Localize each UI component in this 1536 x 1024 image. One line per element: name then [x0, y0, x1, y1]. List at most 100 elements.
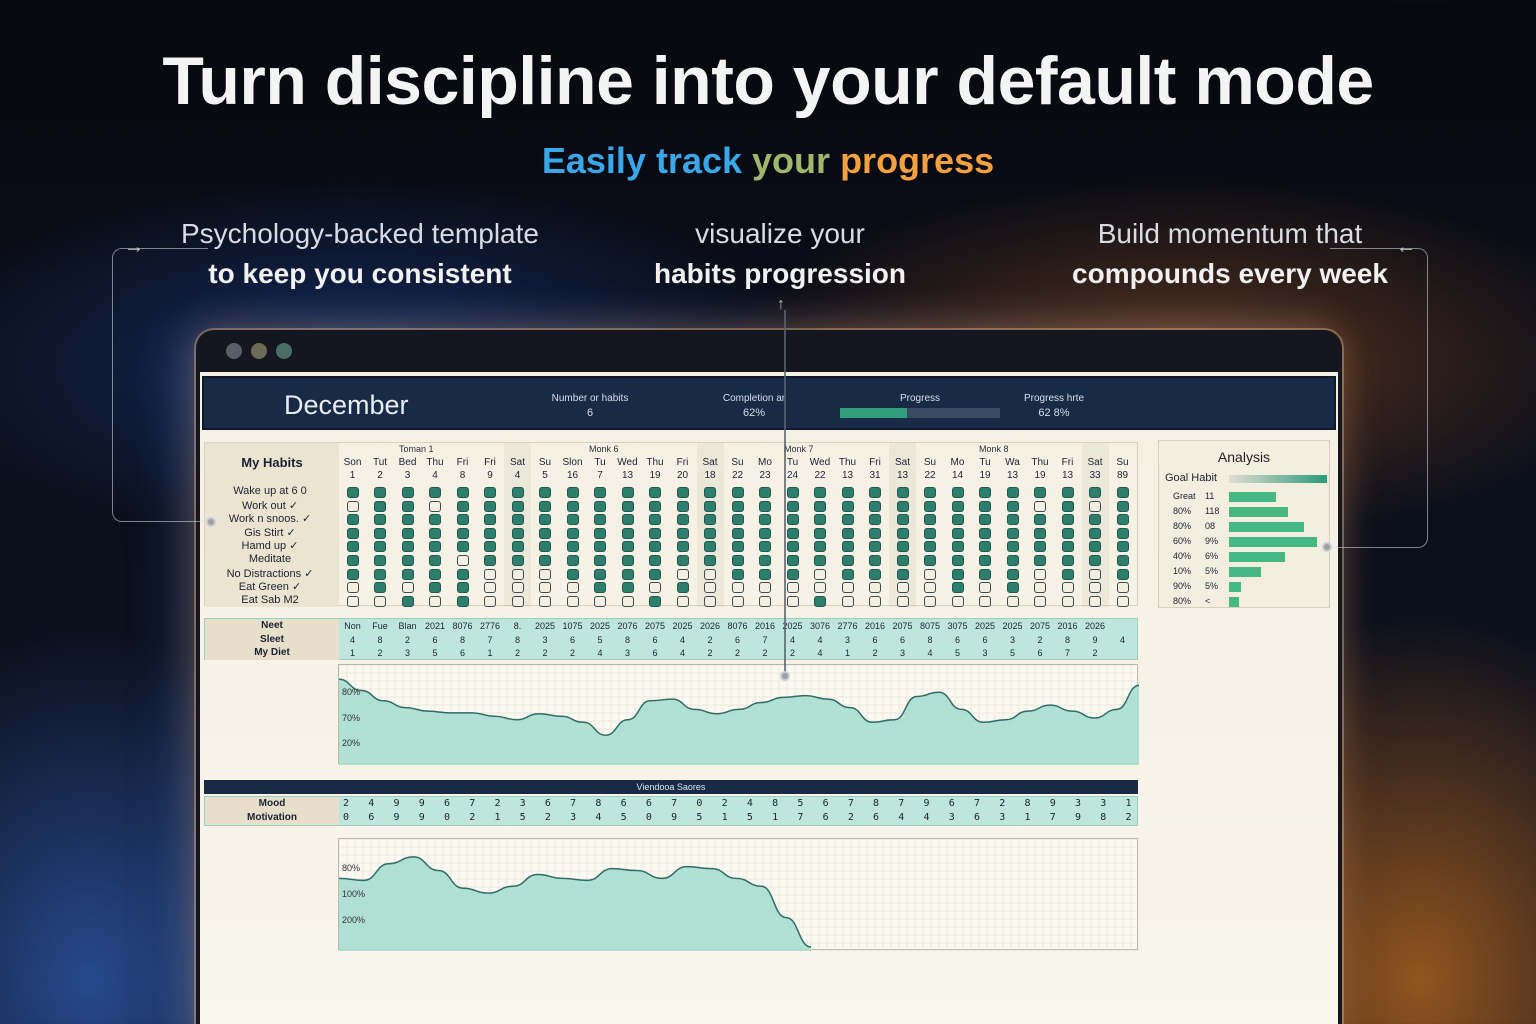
habit-checkbox[interactable] — [621, 500, 634, 512]
habit-checkbox[interactable] — [539, 595, 551, 607]
habit-checkbox[interactable] — [456, 527, 469, 539]
habit-checkbox[interactable] — [869, 541, 881, 553]
habit-checkbox[interactable] — [924, 568, 936, 580]
habit-checkbox[interactable] — [594, 582, 606, 594]
habit-checkbox[interactable] — [484, 487, 496, 498]
habit-checkbox[interactable] — [841, 487, 854, 498]
habit-checkbox[interactable] — [456, 568, 469, 580]
habit-checkbox[interactable] — [594, 487, 606, 498]
habit-checkbox[interactable] — [731, 514, 744, 526]
habit-checkbox[interactable] — [511, 582, 524, 594]
habit-checkbox[interactable] — [1089, 500, 1101, 512]
habit-checkbox[interactable] — [539, 487, 551, 498]
habit-checkbox[interactable] — [374, 500, 386, 512]
habit-checkbox[interactable] — [759, 582, 771, 594]
habit-checkbox[interactable] — [649, 582, 661, 594]
habit-checkbox[interactable] — [676, 527, 689, 539]
habit-checkbox[interactable] — [979, 568, 991, 580]
habit-checkbox[interactable] — [429, 595, 441, 607]
habit-checkbox[interactable] — [484, 527, 496, 539]
habit-checkbox[interactable] — [731, 527, 744, 539]
habit-checkbox[interactable] — [869, 487, 881, 498]
habit-checkbox[interactable] — [1034, 514, 1046, 526]
habit-checkbox[interactable] — [1116, 500, 1129, 512]
habit-checkbox[interactable] — [896, 514, 909, 526]
habit-checkbox[interactable] — [566, 514, 579, 526]
habit-checkbox[interactable] — [869, 527, 881, 539]
habit-checkbox[interactable] — [731, 582, 744, 594]
habit-checkbox[interactable] — [429, 487, 441, 498]
habit-checkbox[interactable] — [1061, 541, 1074, 553]
habit-checkbox[interactable] — [539, 500, 551, 512]
habit-checkbox[interactable] — [786, 595, 799, 607]
habit-checkbox[interactable] — [759, 500, 771, 512]
habit-checkbox[interactable] — [896, 541, 909, 553]
habit-checkbox[interactable] — [841, 555, 854, 566]
habit-checkbox[interactable] — [786, 514, 799, 526]
habit-checkbox[interactable] — [731, 555, 744, 566]
habit-checkbox[interactable] — [484, 514, 496, 526]
habit-checkbox[interactable] — [1116, 527, 1129, 539]
habit-checkbox[interactable] — [731, 595, 744, 607]
habit-checkbox[interactable] — [401, 541, 414, 553]
habit-checkbox[interactable] — [814, 555, 826, 566]
habit-checkbox[interactable] — [649, 487, 661, 498]
habit-checkbox[interactable] — [814, 500, 826, 512]
habit-checkbox[interactable] — [484, 595, 496, 607]
habit-checkbox[interactable] — [539, 527, 551, 539]
habit-checkbox[interactable] — [1061, 555, 1074, 566]
habit-checkbox[interactable] — [1089, 582, 1101, 594]
habit-checkbox[interactable] — [374, 527, 386, 539]
habit-checkbox[interactable] — [1089, 555, 1101, 566]
habit-checkbox[interactable] — [346, 582, 359, 594]
habit-checkbox[interactable] — [346, 541, 359, 553]
habit-checkbox[interactable] — [814, 582, 826, 594]
habit-checkbox[interactable] — [841, 500, 854, 512]
habit-checkbox[interactable] — [1006, 527, 1019, 539]
habit-checkbox[interactable] — [429, 500, 441, 512]
habit-checkbox[interactable] — [1116, 514, 1129, 526]
habit-checkbox[interactable] — [401, 514, 414, 526]
habit-checkbox[interactable] — [429, 568, 441, 580]
habit-checkbox[interactable] — [896, 595, 909, 607]
habit-checkbox[interactable] — [1061, 500, 1074, 512]
habit-checkbox[interactable] — [429, 541, 441, 553]
habit-checkbox[interactable] — [566, 582, 579, 594]
habit-checkbox[interactable] — [346, 527, 359, 539]
habit-checkbox[interactable] — [1034, 527, 1046, 539]
habit-checkbox[interactable] — [704, 541, 716, 553]
habit-checkbox[interactable] — [924, 595, 936, 607]
habit-checkbox[interactable] — [1006, 487, 1019, 498]
habit-checkbox[interactable] — [951, 568, 964, 580]
habit-checkbox[interactable] — [649, 568, 661, 580]
habit-checkbox[interactable] — [1061, 487, 1074, 498]
habit-checkbox[interactable] — [401, 595, 414, 607]
habit-checkbox[interactable] — [511, 555, 524, 566]
habit-checkbox[interactable] — [594, 595, 606, 607]
habit-checkbox[interactable] — [676, 555, 689, 566]
habit-checkbox[interactable] — [1006, 568, 1019, 580]
habit-checkbox[interactable] — [649, 527, 661, 539]
habit-checkbox[interactable] — [346, 555, 359, 566]
habit-checkbox[interactable] — [594, 527, 606, 539]
habit-checkbox[interactable] — [924, 500, 936, 512]
habit-checkbox[interactable] — [456, 487, 469, 498]
habit-checkbox[interactable] — [896, 555, 909, 566]
habit-checkbox[interactable] — [1061, 514, 1074, 526]
habit-checkbox[interactable] — [539, 555, 551, 566]
habit-checkbox[interactable] — [979, 555, 991, 566]
habit-checkbox[interactable] — [374, 514, 386, 526]
habit-checkbox[interactable] — [1034, 500, 1046, 512]
habit-checkbox[interactable] — [869, 568, 881, 580]
habit-checkbox[interactable] — [401, 487, 414, 498]
habit-checkbox[interactable] — [1116, 541, 1129, 553]
habit-checkbox[interactable] — [1116, 595, 1129, 607]
habit-checkbox[interactable] — [511, 500, 524, 512]
habit-checkbox[interactable] — [456, 595, 469, 607]
habit-checkbox[interactable] — [374, 595, 386, 607]
habit-checkbox[interactable] — [786, 527, 799, 539]
habit-checkbox[interactable] — [979, 527, 991, 539]
habit-checkbox[interactable] — [869, 582, 881, 594]
habit-checkbox[interactable] — [401, 568, 414, 580]
habit-checkbox[interactable] — [924, 555, 936, 566]
